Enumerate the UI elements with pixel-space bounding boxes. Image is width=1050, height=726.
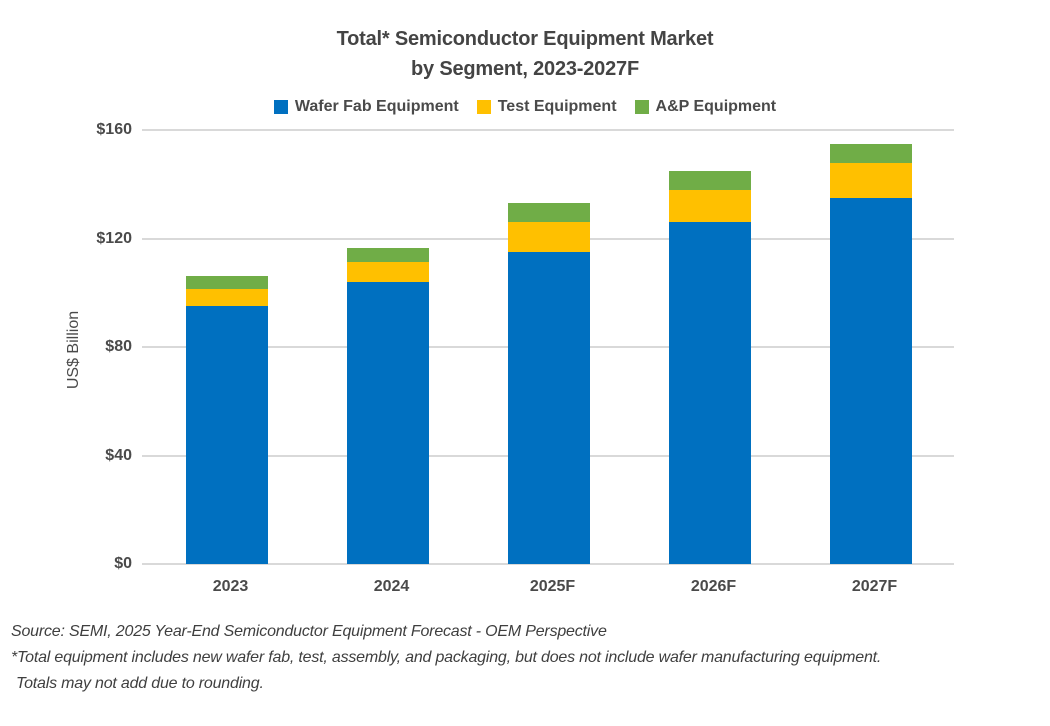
bar-segment-wafer-fab-equipment	[830, 197, 912, 564]
legend-label: Test Equipment	[497, 98, 617, 115]
source-note: Source: SEMI, 2025 Year-End Semiconducto…	[11, 623, 607, 640]
bar-segment-test-equipment	[347, 261, 429, 282]
rounding-note: Totals may not add due to rounding.	[16, 675, 264, 692]
green-square-swatch-icon	[634, 100, 649, 114]
x-axis-tick-label: 2023	[212, 578, 249, 595]
bar-segment-test-equipment	[186, 288, 268, 307]
bar-segment-test-equipment	[669, 189, 751, 223]
chart-title-line2: by Segment, 2023-2027F	[411, 58, 639, 80]
gridline	[142, 129, 954, 131]
x-axis-tick-label: 2026F	[690, 578, 737, 595]
bar-segment-a-p-equipment	[830, 143, 912, 163]
x-axis-tick-label: 2024	[373, 578, 410, 595]
chart-title-line1: Total* Semiconductor Equipment Market	[336, 28, 714, 50]
legend: Wafer Fab Equipment Test Equipment A&P Equ…	[0, 98, 1050, 116]
legend-item: Test Equipment	[476, 98, 617, 116]
y-axis-tick-label: $40	[105, 446, 132, 464]
bar-segment-test-equipment	[508, 222, 590, 253]
bar-segment-wafer-fab-equipment	[508, 252, 590, 564]
bar-segment-a-p-equipment	[347, 248, 429, 262]
legend-label: Wafer Fab Equipment	[294, 98, 459, 115]
plot-area	[142, 129, 954, 565]
asterisk-note: *Total equipment includes new wafer fab,…	[11, 649, 882, 666]
bar-segment-a-p-equipment	[186, 276, 268, 289]
x-axis-tick-label: 2027F	[851, 578, 898, 595]
chart-title: Total* Semiconductor Equipment Market by…	[0, 24, 1050, 84]
y-axis-tick-label: $120	[96, 229, 132, 247]
bar-segment-a-p-equipment	[508, 203, 590, 223]
legend-item: Wafer Fab Equipment	[273, 98, 459, 116]
bar-segment-a-p-equipment	[669, 170, 751, 190]
legend-label: A&P Equipment	[655, 98, 777, 115]
y-axis-tick-label: $0	[114, 555, 132, 572]
y-axis-tick-label: $160	[96, 121, 132, 138]
yellow-square-swatch-icon	[476, 100, 491, 114]
x-axis-tick-label: 2025F	[529, 578, 576, 595]
footnotes: Source: SEMI, 2025 Year-End Semiconducto…	[11, 619, 1043, 697]
bar-segment-wafer-fab-equipment	[186, 306, 268, 564]
bar-segment-wafer-fab-equipment	[669, 222, 751, 564]
y-axis-tick-label: $80	[105, 338, 132, 355]
legend-item: A&P Equipment	[634, 98, 777, 116]
bar-segment-wafer-fab-equipment	[347, 281, 429, 564]
bar-segment-test-equipment	[830, 162, 912, 198]
x-axis-line	[142, 563, 954, 565]
blue-square-swatch-icon	[273, 100, 288, 114]
x-axis-labels: 2023 2024 2025F 2026F 2027F	[150, 578, 955, 596]
